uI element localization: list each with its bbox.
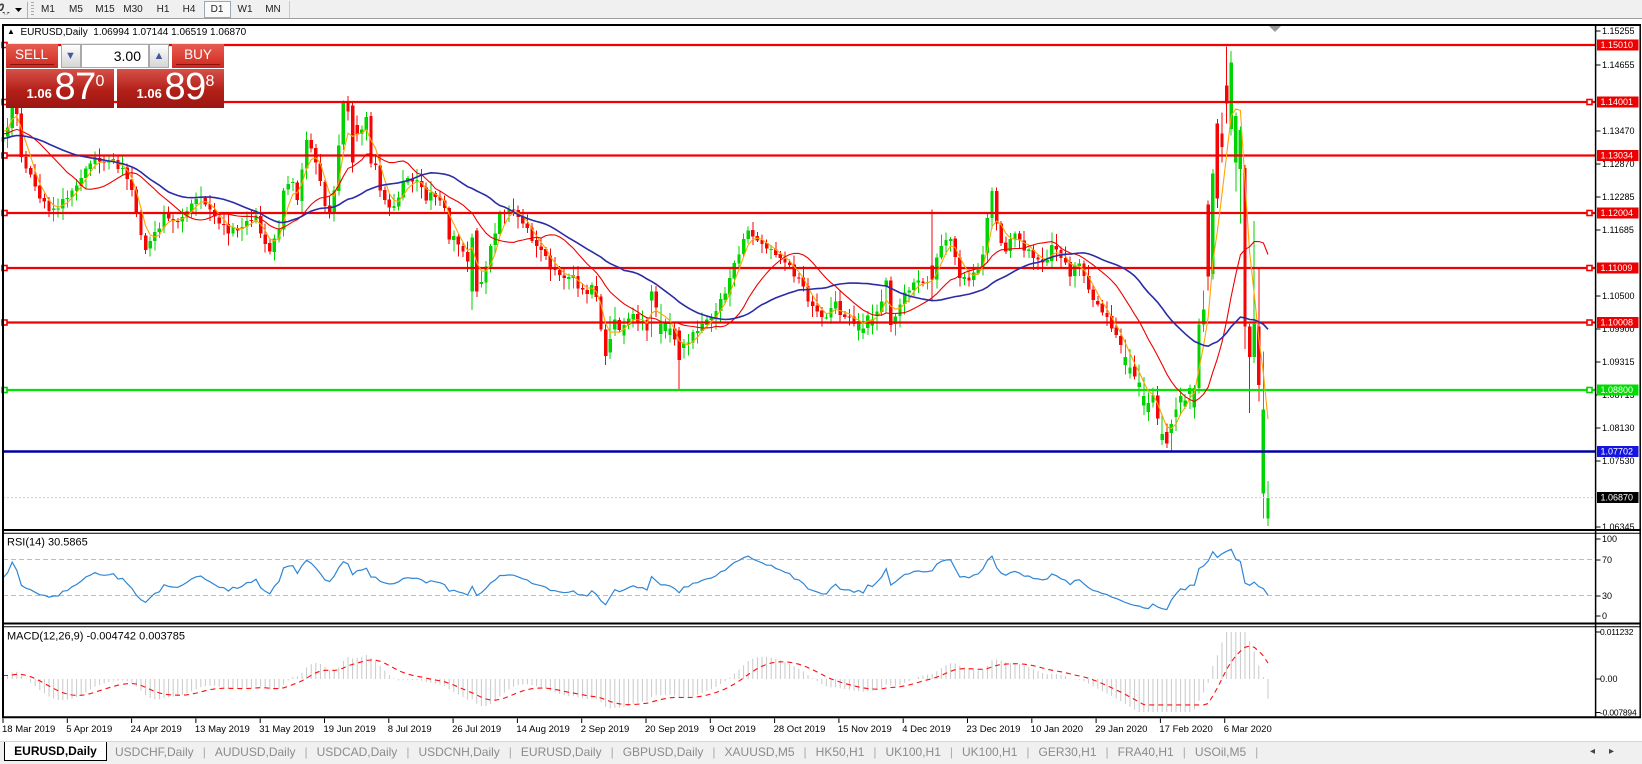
svg-text:6 Mar 2020: 6 Mar 2020: [1224, 724, 1272, 735]
svg-text:28 Oct 2019: 28 Oct 2019: [774, 724, 826, 735]
svg-text:1.15010: 1.15010: [1601, 40, 1634, 50]
svg-text:0.011232: 0.011232: [1600, 627, 1634, 637]
svg-text:23 Dec 2019: 23 Dec 2019: [967, 724, 1021, 735]
svg-text:1.08130: 1.08130: [1602, 423, 1635, 433]
svg-text:-0.007894: -0.007894: [1600, 708, 1637, 718]
svg-text:1.12285: 1.12285: [1602, 192, 1635, 202]
svg-text:1.11685: 1.11685: [1602, 225, 1634, 235]
svg-text:1.15255: 1.15255: [1602, 26, 1635, 36]
svg-text:1.09315: 1.09315: [1602, 357, 1635, 367]
svg-text:1.13470: 1.13470: [1602, 126, 1635, 136]
svg-text:9 Oct 2019: 9 Oct 2019: [709, 724, 755, 735]
svg-text:31 May 2019: 31 May 2019: [259, 724, 314, 735]
svg-text:17 Feb 2020: 17 Feb 2020: [1159, 724, 1212, 735]
svg-text:15 Nov 2019: 15 Nov 2019: [838, 724, 892, 735]
svg-text:1.07530: 1.07530: [1602, 456, 1635, 466]
svg-text:1.14655: 1.14655: [1602, 60, 1635, 70]
svg-text:10 Jan 2020: 10 Jan 2020: [1031, 724, 1083, 735]
svg-text:14 Aug 2019: 14 Aug 2019: [516, 724, 569, 735]
svg-text:26 Jul 2019: 26 Jul 2019: [452, 724, 501, 735]
svg-text:8 Jul 2019: 8 Jul 2019: [388, 724, 432, 735]
svg-text:1.10500: 1.10500: [1602, 291, 1635, 301]
svg-text:1.07702: 1.07702: [1601, 447, 1634, 457]
svg-text:29 Jan 2020: 29 Jan 2020: [1095, 724, 1147, 735]
svg-text:18 Mar 2019: 18 Mar 2019: [2, 724, 55, 735]
svg-text:20 Sep 2019: 20 Sep 2019: [645, 724, 699, 735]
svg-text:19 Jun 2019: 19 Jun 2019: [324, 724, 376, 735]
svg-text:1.08800: 1.08800: [1601, 385, 1634, 395]
svg-text:1.06870: 1.06870: [1601, 493, 1634, 503]
svg-text:1.09900: 1.09900: [1602, 324, 1635, 334]
svg-text:5 Apr 2019: 5 Apr 2019: [66, 724, 112, 735]
svg-text:RSI(14) 30.5865: RSI(14) 30.5865: [7, 537, 88, 549]
svg-text:13 May 2019: 13 May 2019: [195, 724, 250, 735]
svg-text:0.00: 0.00: [1600, 674, 1618, 684]
svg-text:2 Sep 2019: 2 Sep 2019: [581, 724, 630, 735]
svg-text:0: 0: [1602, 611, 1607, 621]
svg-text:100: 100: [1602, 534, 1617, 544]
svg-text:1.11009: 1.11009: [1601, 263, 1633, 273]
svg-text:1.10008: 1.10008: [1601, 318, 1634, 328]
svg-text:4 Dec 2019: 4 Dec 2019: [902, 724, 951, 735]
svg-text:1.13034: 1.13034: [1601, 151, 1634, 161]
svg-text:1.12004: 1.12004: [1601, 208, 1634, 218]
svg-text:1.06345: 1.06345: [1602, 522, 1635, 532]
svg-text:1.12870: 1.12870: [1602, 159, 1635, 169]
svg-text:1.14001: 1.14001: [1601, 97, 1634, 107]
svg-text:30: 30: [1602, 591, 1612, 601]
svg-text:24 Apr 2019: 24 Apr 2019: [131, 724, 182, 735]
svg-text:70: 70: [1602, 555, 1612, 565]
svg-text:MACD(12,26,9) -0.004742 0.0037: MACD(12,26,9) -0.004742 0.003785: [7, 631, 185, 643]
